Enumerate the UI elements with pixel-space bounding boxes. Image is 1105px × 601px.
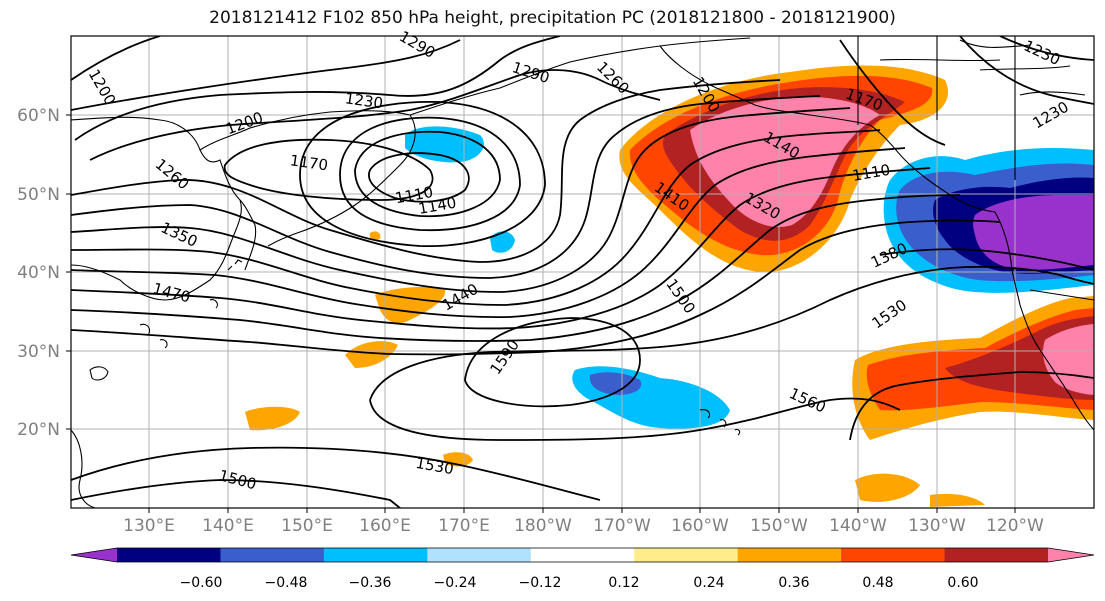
contour-label: 1350 [158,218,200,250]
contour-label: 1260 [593,58,633,98]
colorbar-segment [634,548,739,562]
precip-area-california-pink [1043,324,1094,395]
lon-label: 180°W [514,516,572,536]
axis-ticks [66,114,1016,513]
latitude-labels: 60°N 50°N 40°N 30°N 20°N [17,106,60,440]
colorbar-extend-high [1048,548,1094,562]
colorbar-label: −0.36 [349,575,392,591]
precip-area-blob-f [930,493,985,507]
height-contours [71,36,1094,508]
lon-label: 140°W [829,516,887,536]
lon-label: 120°W [986,516,1044,536]
precip-area-blob-e [855,473,920,502]
lon-label: 170°W [593,516,651,536]
colorbar-label: −0.12 [519,575,562,591]
colorbar-segment [117,548,221,562]
colorbar-label: 0.24 [693,575,724,591]
colorbar-label: −0.48 [265,575,308,591]
colorbar-segment [944,548,1049,562]
precip-area-central-pacific-inner [589,372,642,395]
colorbar-labels: −0.60 −0.48 −0.36 −0.24 −0.12 0.12 0.24 … [180,575,979,591]
lon-label: 160°W [671,516,729,536]
contour-label: 1230 [1030,98,1072,133]
precip-area-small-blue [490,231,515,253]
lon-label: 150°E [281,516,333,536]
lat-label: 40°N [17,263,60,283]
contour-label: 1290 [510,58,552,87]
lat-label: 60°N [17,106,60,126]
longitude-labels: 130°E 140°E 150°E 160°E 170°E 180°W 170°… [123,516,1044,536]
colorbar-extend-low [71,548,117,562]
colorbar-label: −0.60 [180,575,223,591]
lon-label: 150°W [750,516,808,536]
lon-label: 140°E [202,516,254,536]
colorbar-outline [70,547,1095,563]
lat-label: 50°N [17,185,60,205]
lon-label: 160°E [359,516,411,536]
contour-label: 1560 [786,384,828,416]
colorbar-segment [737,548,842,562]
lon-label: 170°E [438,516,490,536]
contour-label: 1500 [217,466,259,493]
contour-label: 1530 [869,296,911,333]
contour-label: 1260 [152,155,193,193]
contour-label: 1470 [151,279,193,306]
contour-label: 1380 [868,239,910,271]
contour-label: 1230 [344,89,384,112]
lat-label: 20°N [17,420,60,440]
precip-area-blob-c [245,406,300,431]
precip-area-blob-a [375,286,446,324]
colorbar-label: −0.24 [434,575,477,591]
contour-label: 1440 [439,280,481,315]
colorbar [70,547,1095,563]
precip-area-blob-g [369,231,381,241]
colorbar-label: 0.60 [947,575,978,591]
contour-label: 1590 [486,336,523,378]
contour-label: 1230 [1021,37,1063,69]
contour-label: 1500 [662,275,699,317]
lon-label: 130°W [908,516,966,536]
contour-label: 1200 [223,108,265,138]
colorbar-label: 0.36 [778,575,809,591]
contour-label: 1170 [289,151,329,174]
colorbar-segment [323,548,428,562]
map-title: 2018121412 F102 850 hPa height, precipit… [209,8,896,28]
colorbar-segment [427,548,532,562]
precip-area-pnw-purple [973,195,1094,270]
colorbar-segment [530,548,635,562]
colorbar-segment [841,548,946,562]
colorbar-segment [220,548,325,562]
colorbar-label: 0.48 [862,575,893,591]
contour-label: 1200 [85,66,120,108]
colorbar-label: 0.12 [608,575,639,591]
lat-label: 30°N [17,342,60,362]
lon-label: 130°E [123,516,175,536]
